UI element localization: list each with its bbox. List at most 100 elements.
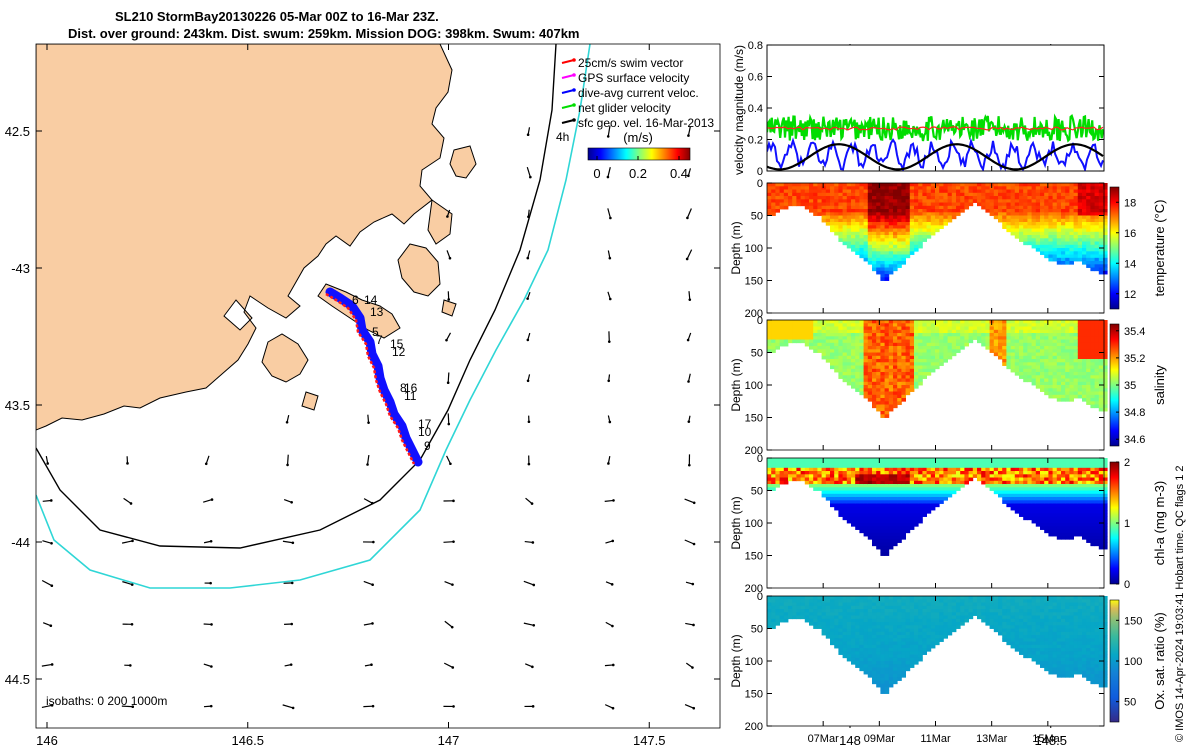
heatmap-cell bbox=[1056, 342, 1062, 347]
heatmap-cell bbox=[1073, 461, 1079, 465]
heatmap-cell bbox=[884, 359, 890, 363]
heatmap-cell bbox=[1040, 222, 1045, 226]
heatmap-cell bbox=[834, 209, 839, 213]
heatmap-cell bbox=[872, 461, 877, 465]
heatmap-cell bbox=[930, 471, 936, 475]
heatmap-cell bbox=[1023, 231, 1028, 236]
heatmap-cell bbox=[1061, 487, 1066, 491]
heatmap-cell bbox=[813, 480, 818, 485]
heatmap-cell bbox=[884, 222, 890, 226]
heatmap-cell bbox=[1052, 503, 1058, 508]
heatmap-cell bbox=[821, 458, 827, 462]
heatmap-cell bbox=[1035, 235, 1041, 239]
heatmap-cell bbox=[842, 609, 848, 613]
heatmap-cell bbox=[851, 651, 856, 655]
heatmap-cell bbox=[905, 228, 911, 233]
heatmap-cell bbox=[851, 329, 856, 334]
heatmap-cell bbox=[897, 257, 902, 262]
heatmap-cell bbox=[901, 189, 906, 194]
legend-swatch bbox=[561, 104, 575, 109]
heatmap-cell bbox=[1090, 506, 1095, 511]
heatmap-cell bbox=[897, 480, 902, 485]
heatmap-cell bbox=[767, 487, 772, 491]
heatmap-cell bbox=[842, 346, 848, 350]
heatmap-cell bbox=[838, 609, 843, 613]
current-vector-head bbox=[445, 338, 448, 342]
heatmap-cell bbox=[1048, 228, 1053, 233]
heatmap-cell bbox=[1098, 264, 1104, 268]
heatmap-cell bbox=[897, 225, 902, 229]
heatmap-cell bbox=[825, 202, 831, 207]
heatmap-cell bbox=[888, 484, 894, 488]
heatmap-cell bbox=[884, 248, 890, 252]
heatmap-cell bbox=[842, 186, 848, 190]
heatmap-cell bbox=[1094, 336, 1100, 340]
heatmap-cell bbox=[1027, 490, 1032, 495]
heatmap-cell bbox=[1056, 490, 1062, 495]
heatmap-cell bbox=[1082, 529, 1087, 534]
heatmap-cell bbox=[989, 186, 995, 190]
heatmap-cell bbox=[1052, 532, 1058, 537]
heatmap-cell bbox=[1061, 503, 1066, 508]
current-vector-head bbox=[372, 540, 375, 544]
heatmap-cell bbox=[783, 192, 789, 197]
heatmap-cell bbox=[1056, 251, 1062, 255]
heatmap-cell bbox=[880, 222, 885, 226]
heatmap-cell bbox=[943, 336, 948, 340]
current-vector bbox=[447, 413, 450, 425]
heatmap-cell bbox=[985, 199, 990, 203]
heatmap-cell bbox=[1040, 519, 1045, 524]
heatmap-cell bbox=[985, 461, 990, 465]
heatmap-cell bbox=[1044, 458, 1049, 462]
heatmap-cell bbox=[1023, 372, 1028, 376]
heatmap-cell bbox=[1061, 342, 1066, 347]
heatmap-cell bbox=[825, 199, 831, 203]
heatmap-cell bbox=[901, 532, 906, 537]
heatmap-cell bbox=[1098, 500, 1104, 504]
heatmap-cell bbox=[1019, 228, 1024, 233]
heatmap-cell bbox=[767, 346, 772, 350]
heatmap-cell bbox=[893, 192, 898, 197]
heatmap-cell bbox=[872, 329, 877, 334]
heatmap-cell bbox=[1056, 523, 1062, 527]
heatmap-cell bbox=[825, 596, 831, 600]
heatmap-cell bbox=[792, 336, 797, 340]
heatmap-cell bbox=[1069, 359, 1074, 363]
velocity-ylabel: velocity magnitude (m/s) bbox=[732, 45, 746, 175]
heatmap-cell bbox=[1086, 493, 1091, 498]
heatmap-cell bbox=[817, 471, 822, 475]
heatmap-cell bbox=[1086, 480, 1091, 485]
heatmap-cell bbox=[972, 186, 978, 190]
heatmap-cell bbox=[1065, 326, 1070, 331]
heatmap-cell bbox=[1073, 362, 1079, 366]
heatmap-cell bbox=[872, 368, 877, 373]
heatmap-cell bbox=[1061, 225, 1066, 229]
heatmap-cell bbox=[918, 202, 923, 207]
heatmap-cell bbox=[918, 320, 923, 324]
heatmap-cell bbox=[922, 506, 927, 511]
heatmap-cell bbox=[834, 352, 839, 357]
heatmap-cell bbox=[884, 484, 890, 488]
heatmap-cell bbox=[897, 235, 902, 239]
heatmap-cell bbox=[926, 480, 932, 485]
heatmap-cell bbox=[855, 605, 860, 610]
heatmap-cell bbox=[872, 542, 877, 547]
heatmap-cell bbox=[838, 323, 843, 327]
heatmap-cell bbox=[867, 372, 873, 376]
heatmap-cell bbox=[842, 506, 848, 511]
heatmap-cell bbox=[897, 391, 902, 396]
heatmap-cell bbox=[880, 526, 885, 530]
heatmap-cell bbox=[1052, 506, 1058, 511]
heatmap-cell bbox=[792, 474, 797, 478]
current-vector bbox=[203, 663, 212, 668]
heatmap-cell bbox=[1044, 222, 1049, 226]
heatmap-cell bbox=[1103, 349, 1108, 353]
heatmap-cell bbox=[926, 339, 932, 344]
heatmap-cell bbox=[1103, 215, 1108, 220]
heatmap-cell bbox=[859, 628, 864, 633]
heatmap-cell bbox=[1077, 355, 1083, 360]
heatmap-cell bbox=[993, 212, 999, 216]
current-vector bbox=[443, 541, 454, 543]
heatmap-cell bbox=[935, 461, 940, 465]
heatmap-cell bbox=[880, 238, 885, 242]
